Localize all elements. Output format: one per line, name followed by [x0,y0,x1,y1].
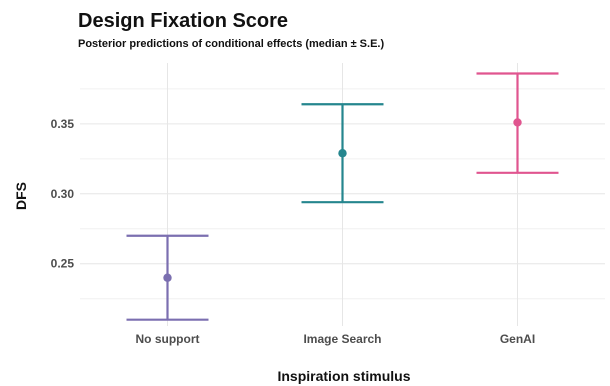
x-tick-label: GenAI [500,332,535,346]
y-tick-label: 0.25 [51,257,75,271]
x-axis-title: Inspiration stimulus [277,368,410,384]
x-tick-label: Image Search [303,332,381,346]
chart-title: Design Fixation Score [78,10,288,32]
y-axis-ticks: 0.25 0.30 0.35 [51,117,75,271]
median-point [163,273,172,282]
error-bars [126,72,559,321]
median-point [513,118,522,127]
x-axis-ticks: No support Image Search GenAI [136,332,536,346]
median-point [338,149,347,158]
chart-subtitle: Posterior predictions of conditional eff… [78,38,384,50]
x-tick-label: No support [136,332,200,346]
error-bar-group [476,72,559,174]
error-bar-group [126,234,209,321]
y-tick-label: 0.35 [51,117,75,131]
error-bar-group [301,103,384,204]
y-tick-label: 0.30 [51,187,75,201]
y-axis-title: DFS [13,182,29,210]
